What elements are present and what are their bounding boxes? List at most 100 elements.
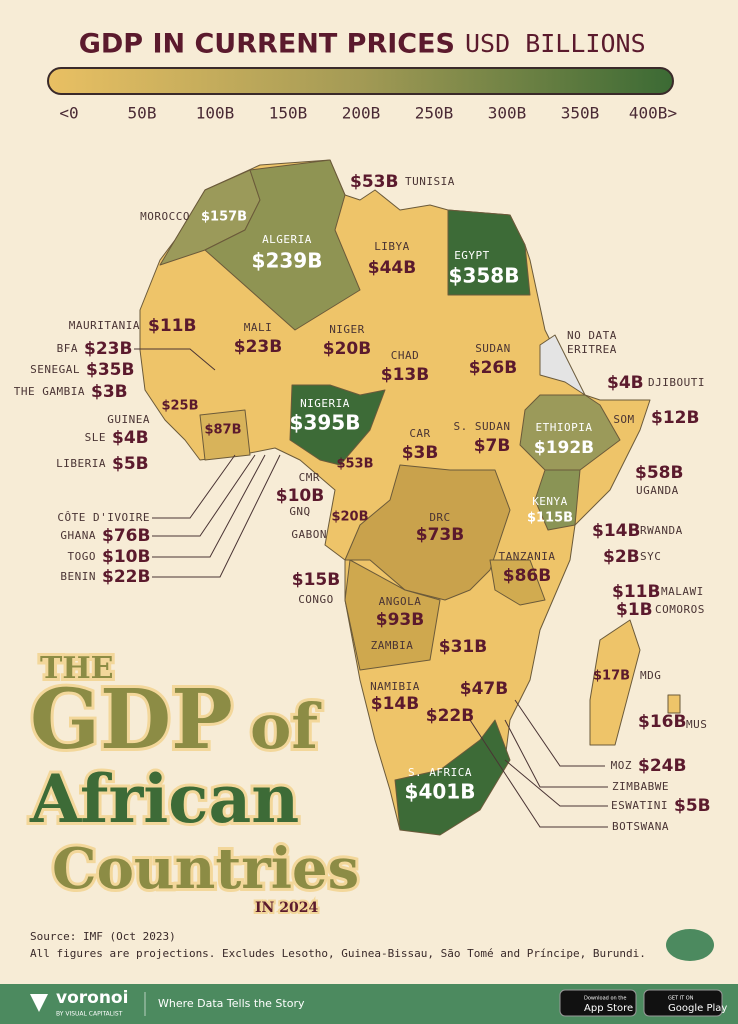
country-name: S. SUDAN <box>454 420 511 433</box>
country-value: $16B <box>638 712 686 732</box>
country-value: $20B <box>323 339 371 359</box>
country-value: $2B <box>603 547 640 567</box>
country-name: TANZANIA <box>499 550 556 563</box>
country-value: $26B <box>469 358 517 378</box>
country-name: MOZ <box>611 759 632 772</box>
country-value: $10B <box>276 486 324 506</box>
country-name: TUNISIA <box>405 175 455 188</box>
leader-line <box>152 454 266 558</box>
legend-tick-label: 250B <box>415 104 454 123</box>
country-value: $115B <box>527 511 573 526</box>
country-name: MDG <box>640 669 661 682</box>
country-name: ERITREA <box>567 343 617 356</box>
cote-divoire <box>199 409 251 461</box>
country-name: MAURITANIA <box>69 319 140 332</box>
country-name: SOM <box>613 413 634 426</box>
app-store-button[interactable] <box>559 989 637 1017</box>
country-value: $35B <box>86 360 134 380</box>
country-labels: TUNISIA $53B MOROCCO $157B ALGERIA $239B LIBYA… <box>14 172 711 833</box>
country-name: ETHIOPIA <box>536 421 593 434</box>
leader-lines <box>134 348 608 828</box>
country-name: MALI <box>244 321 273 334</box>
brand-icon <box>30 994 48 1012</box>
country-value: $12B <box>651 408 699 428</box>
country-name: DJIBOUTI <box>648 376 705 389</box>
country-name: SENEGAL <box>30 363 80 376</box>
country-name: CONGO <box>298 593 334 606</box>
country-name: MOROCCO <box>140 210 190 223</box>
country-value: $4B <box>607 373 644 393</box>
country-value: $5B <box>674 796 711 816</box>
brand[interactable]: voronoi <box>56 988 128 1008</box>
country-name: ZIMBABWE <box>612 780 669 793</box>
country-name: GHANA <box>60 529 96 542</box>
leader-line <box>152 454 236 519</box>
country-value: $239B <box>252 249 323 273</box>
country-value: $53B <box>336 457 373 472</box>
country-name: ESWATINI <box>611 799 668 812</box>
app-store-label: App Store <box>584 1003 633 1014</box>
legend-tick-label: 350B <box>561 104 600 123</box>
app-store-small: Download on the <box>584 996 626 1002</box>
country-name: KENYA <box>532 495 568 508</box>
country-value: $7B <box>474 436 511 456</box>
country-name: COMOROS <box>655 603 705 616</box>
source: Source: IMF (Oct 2023) <box>30 930 176 943</box>
country-name: NAMIBIA <box>370 680 420 693</box>
country-value: $15B <box>292 570 340 590</box>
country-value: $22B <box>102 567 150 587</box>
madagascar <box>589 619 641 746</box>
leader-line <box>469 719 608 828</box>
country-name: MUS <box>686 718 707 731</box>
country-name: THE GAMBIA <box>14 385 85 398</box>
country-value: $93B <box>376 610 424 630</box>
eritrea <box>539 334 586 396</box>
country-name: LIBYA <box>374 240 410 253</box>
leader-line <box>514 699 605 767</box>
country-value: $25B <box>161 399 198 414</box>
country-name: CHAD <box>391 349 420 362</box>
country-value: $86B <box>503 566 551 586</box>
title-the: THE <box>40 651 114 686</box>
country-value: $47B <box>460 679 508 699</box>
country-value: $20B <box>331 510 368 525</box>
country-value: $10B <box>102 547 150 567</box>
google-play-label: Google Play <box>668 1003 727 1014</box>
egypt <box>447 209 531 296</box>
google-play-button[interactable] <box>643 989 723 1017</box>
country-value: $23B <box>84 339 132 359</box>
map <box>139 159 681 836</box>
country-name: ALGERIA <box>262 233 312 246</box>
leader-line <box>152 454 281 578</box>
country-name: BENIN <box>60 570 96 583</box>
country-value: $17B <box>593 669 630 684</box>
country-value: $14B <box>371 694 419 714</box>
country-value: $22B <box>426 706 474 726</box>
country-name: UGANDA <box>636 484 679 497</box>
country-value: $44B <box>368 258 416 278</box>
country-value: $4B <box>112 428 149 448</box>
legend: <0 50B 100B 150B 200B 250B 300B 350B 400B> <box>59 104 677 123</box>
kenya <box>534 469 581 531</box>
country-value: $11B <box>612 582 660 602</box>
country-value: $76B <box>102 526 150 546</box>
country-name: MALAWI <box>661 585 704 598</box>
country-name: GABON <box>291 528 327 541</box>
country-value: $87B <box>204 423 241 438</box>
country-name: SUDAN <box>475 342 511 355</box>
legend-tick-label: 200B <box>342 104 381 123</box>
leader-line <box>152 454 256 537</box>
country-name: ANGOLA <box>379 595 422 608</box>
country-name: CMR <box>299 471 320 484</box>
header-title: GDP IN CURRENT PRICES <box>79 29 455 60</box>
country-name: BFA <box>57 342 78 355</box>
title-year: IN 2024 <box>255 900 318 916</box>
nigeria <box>289 384 386 466</box>
legend-bar <box>47 67 674 95</box>
country-name: SYC <box>640 550 661 563</box>
country-value: $358B <box>449 264 520 288</box>
header-unit: USD BILLIONS <box>465 29 646 58</box>
country-name: NIGER <box>329 323 365 336</box>
country-name: TOGO <box>68 550 97 563</box>
title-of: of <box>250 690 321 763</box>
